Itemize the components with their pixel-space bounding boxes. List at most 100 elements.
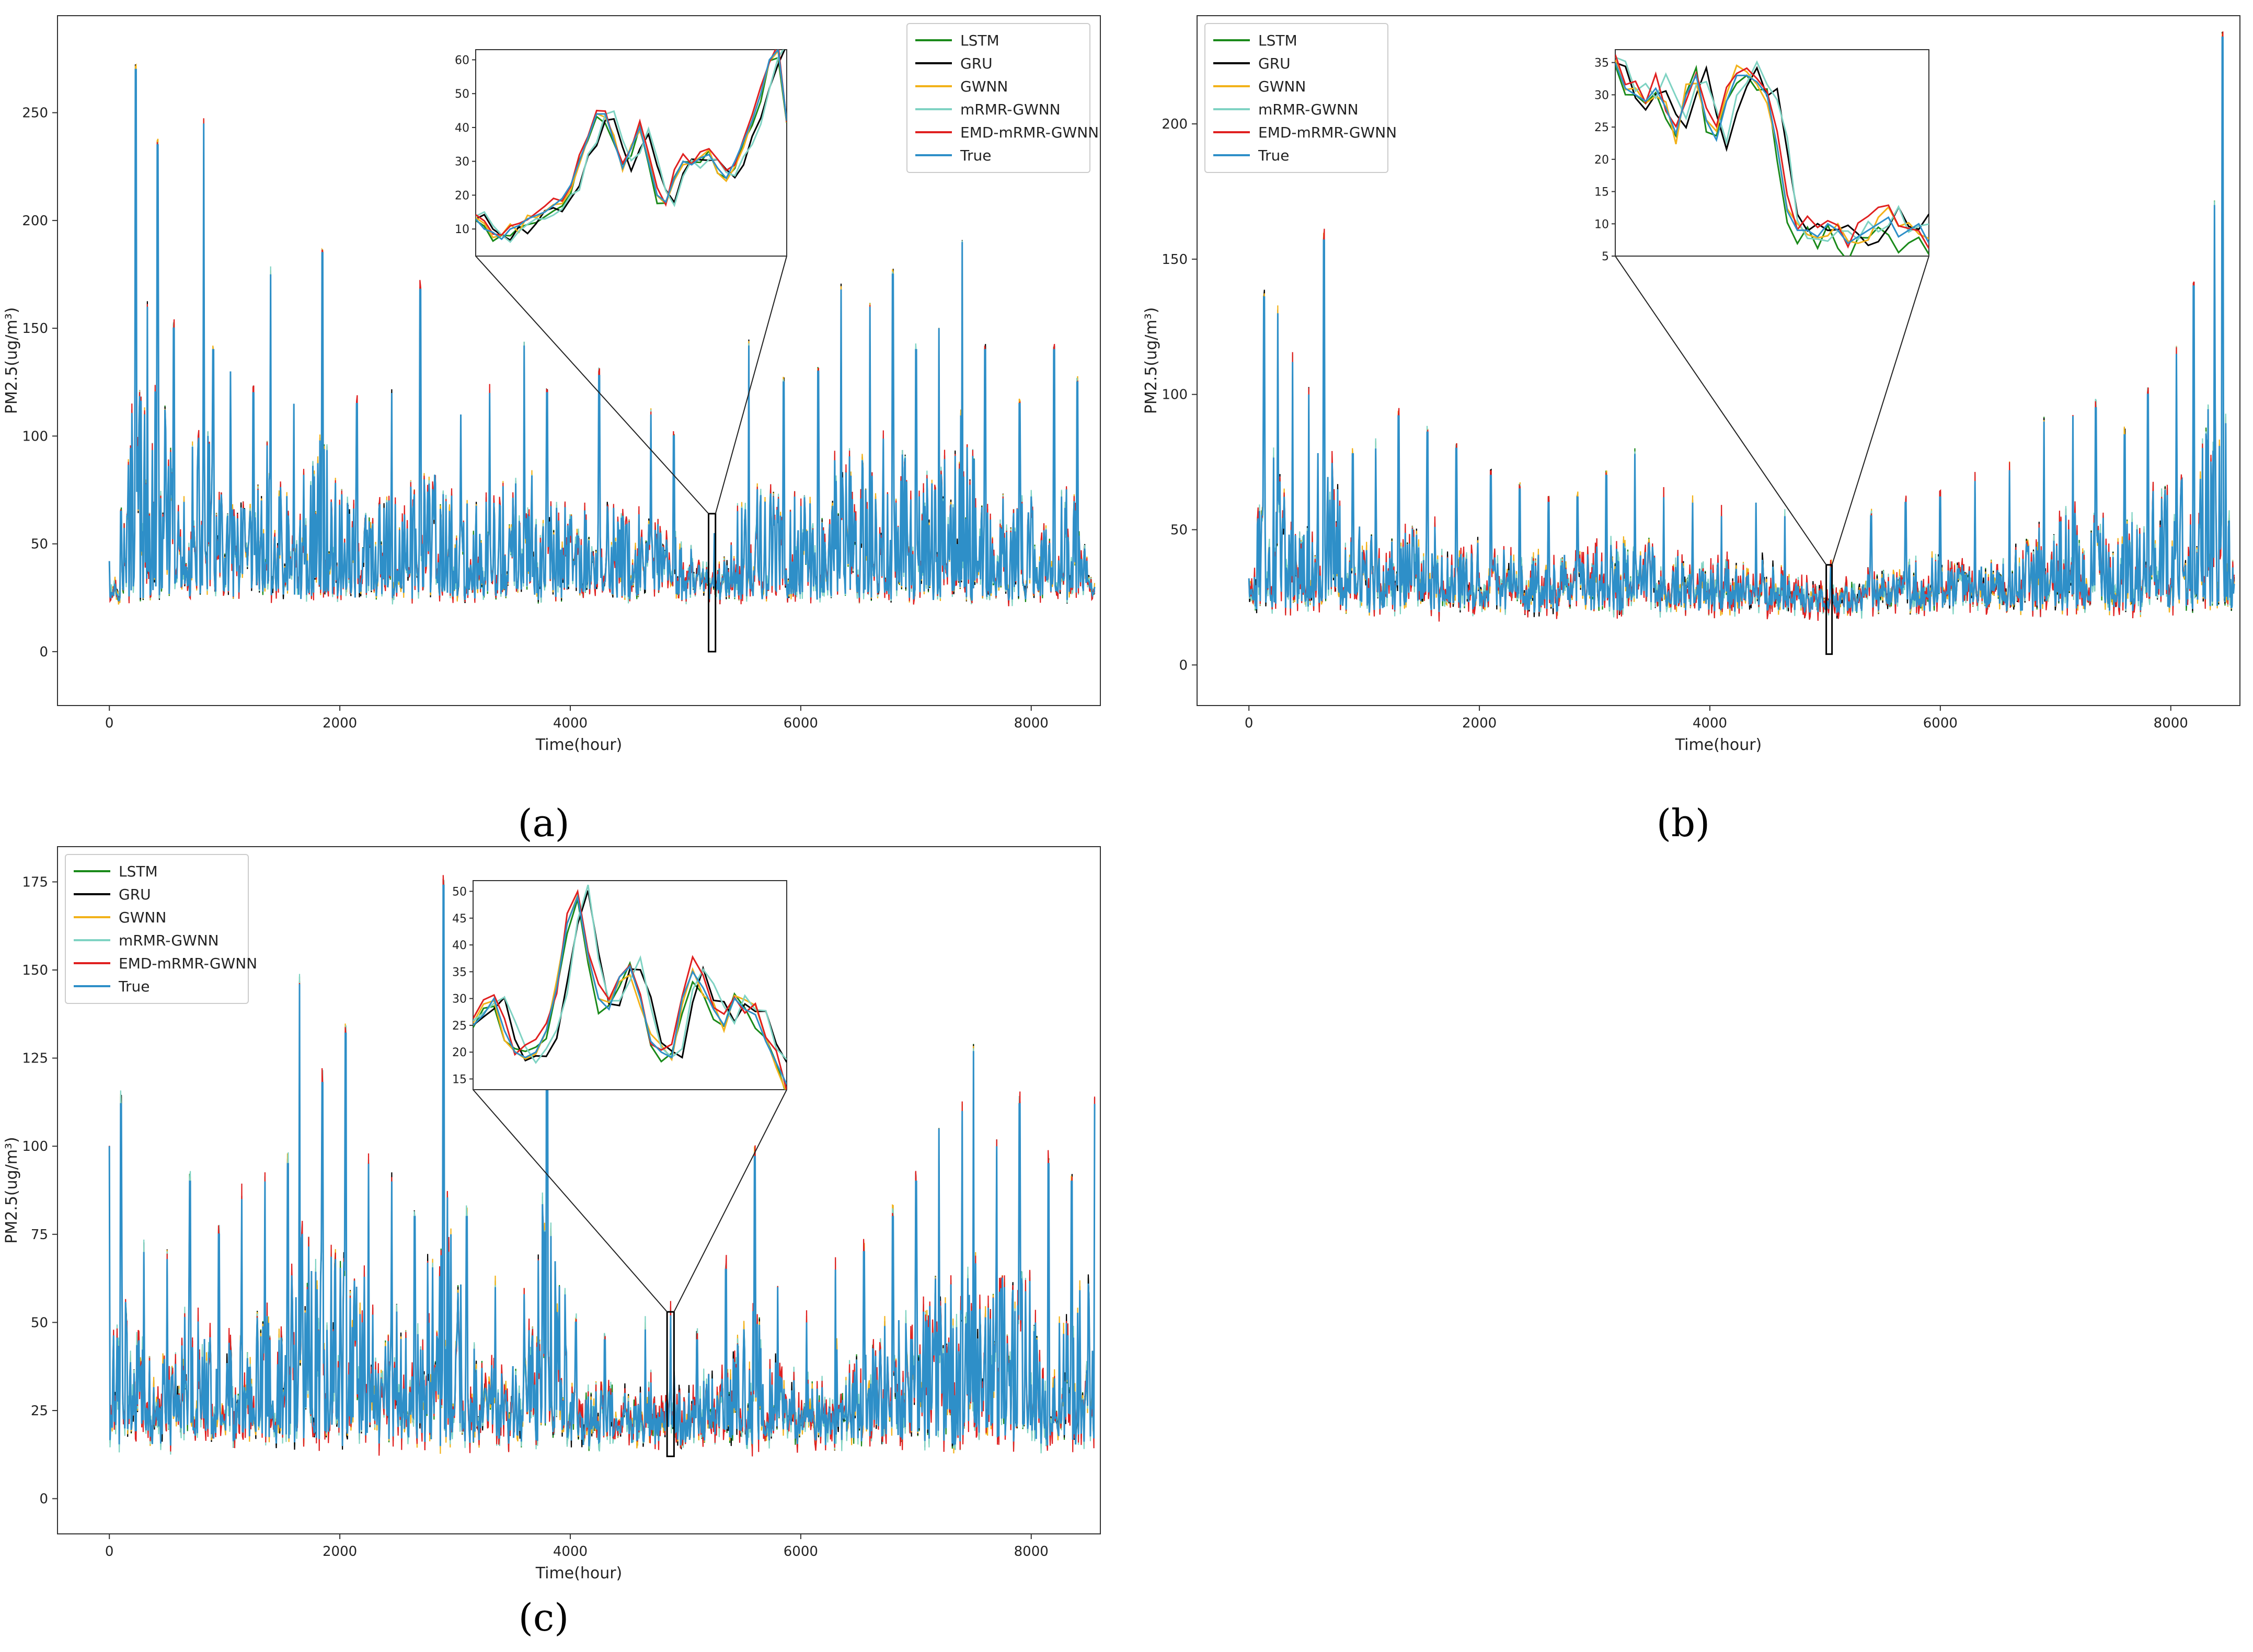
inset-y-tick-label: 20	[455, 189, 469, 202]
inset-line-mrmr-gwnn	[1615, 56, 1929, 242]
inset-y-tick-label: 50	[455, 88, 469, 101]
y-tick-label: 200	[22, 213, 48, 229]
inset-y-tick-label: 25	[452, 1020, 467, 1033]
legend-label: GWNN	[960, 78, 1008, 95]
legend-label: GRU	[1258, 55, 1291, 72]
x-axis-label: Time(hour)	[535, 1564, 623, 1582]
inset-series-group	[473, 884, 787, 1090]
chart-panel-a: 0 2000 4000 6000 8000 0 50 100 150 200 250 Time(hou…	[3, 15, 1101, 754]
plot-frame	[1197, 15, 2240, 706]
legend: LSTM GRU GWNN mRMR-GWNN EMD-mRMR-GWNN True	[906, 23, 1099, 173]
inset-y-tick-label: 10	[1594, 218, 1609, 231]
inset-series-group	[1615, 54, 1929, 256]
y-tick-label: 150	[22, 321, 48, 337]
y-tick-label: 175	[22, 874, 48, 890]
inset-frame	[475, 49, 787, 257]
inset-y-tick-label: 50	[452, 886, 467, 899]
legend-label: EMD-mRMR-GWNN	[1258, 124, 1397, 141]
inset-series-group	[476, 50, 787, 244]
inset-line-gru	[476, 50, 786, 241]
inset-y-tick-label: 40	[455, 122, 469, 135]
y-axis-label: PM2.5(ug/m³)	[3, 307, 21, 414]
inset-y-tick-label: 10	[455, 223, 469, 236]
zoom-connector	[715, 256, 787, 514]
inset-y-tick-label: 30	[1594, 89, 1609, 102]
y-tick-label: 200	[1162, 117, 1188, 132]
inset-y-tick-label: 20	[452, 1046, 467, 1059]
inset-line-true	[473, 894, 787, 1085]
panel-caption: (c)	[519, 1596, 569, 1639]
y-tick-label: 0	[39, 644, 48, 660]
y-tick-label: 100	[1162, 387, 1188, 403]
chart-panel-b: 0 2000 4000 6000 8000 0 50 100 150 200 Time(hour) P…	[1142, 15, 2240, 754]
series-group	[1248, 31, 2235, 622]
y-tick-label: 0	[1179, 657, 1188, 673]
legend-label: EMD-mRMR-GWNN	[960, 124, 1099, 141]
legend-label: GRU	[960, 55, 993, 72]
zoom-connector	[1831, 256, 1929, 565]
y-tick-label: 50	[31, 1315, 48, 1331]
x-tick-label: 6000	[784, 715, 818, 731]
inset-y-tick-label: 40	[452, 939, 467, 952]
y-tick-label: 150	[1162, 252, 1188, 268]
y-tick-label: 100	[22, 1139, 48, 1154]
inset-y-tick-label: 30	[455, 156, 469, 169]
inset-y-tick-label: 15	[452, 1073, 467, 1086]
inset-line-true	[1615, 62, 1929, 245]
inset-line-gwnn	[473, 892, 786, 1090]
inset-y-tick-label: 45	[452, 912, 467, 926]
y-axis-label: PM2.5(ug/m³)	[1142, 307, 1160, 414]
inset-y-tick-label: 35	[452, 966, 467, 979]
inset-line-emd-mrmr-gwnn	[473, 889, 787, 1090]
legend-label: LSTM	[119, 863, 158, 880]
inset-line-gwnn	[476, 50, 787, 239]
legend-label: True	[118, 978, 150, 995]
x-tick-label: 4000	[1693, 715, 1727, 731]
inset-y-tick-label: 30	[452, 993, 467, 1006]
inset-y-tick-label: 20	[1594, 154, 1609, 167]
legend-label: GRU	[119, 886, 151, 903]
legend: LSTM GRU GWNN mRMR-GWNN EMD-mRMR-GWNN True	[1204, 23, 1397, 173]
legend-label: mRMR-GWNN	[1258, 101, 1359, 118]
x-tick-label: 6000	[784, 1544, 818, 1559]
legend-box	[65, 854, 249, 1004]
x-tick-label: 2000	[323, 1544, 357, 1559]
inset-line-mrmr-gwnn	[473, 884, 787, 1065]
y-tick-label: 75	[31, 1227, 48, 1243]
legend-label: True	[960, 147, 991, 164]
legend-label: mRMR-GWNN	[119, 932, 219, 949]
x-tick-label: 4000	[553, 1544, 588, 1559]
y-axis-label: PM2.5(ug/m³)	[3, 1137, 21, 1244]
y-tick-label: 50	[1170, 523, 1188, 538]
chart-panel-c: 0 2000 4000 6000 8000 0 25 50 75 100 125 150 175 Time…	[3, 846, 1101, 1582]
panel-caption: (b)	[1657, 801, 1710, 845]
zoom-connector	[475, 256, 709, 514]
zoom-connector	[473, 1089, 668, 1312]
x-axis-label: Time(hour)	[535, 736, 623, 754]
x-tick-label: 2000	[1462, 715, 1497, 731]
inset-y-tick-label: 5	[1602, 250, 1609, 263]
panel-caption: (a)	[518, 801, 569, 845]
x-tick-label: 8000	[1014, 1544, 1049, 1559]
x-tick-label: 8000	[2154, 715, 2188, 731]
legend-label: True	[1258, 147, 1289, 164]
series-line-true	[108, 884, 1096, 1447]
legend-label: GWNN	[1258, 78, 1306, 95]
x-axis-label: Time(hour)	[1675, 736, 1762, 754]
y-tick-label: 250	[22, 106, 48, 121]
y-tick-label: 50	[31, 537, 48, 552]
plot-frame	[57, 846, 1101, 1534]
x-tick-label: 8000	[1014, 715, 1049, 731]
zoom-window	[666, 1311, 675, 1458]
legend-label: mRMR-GWNN	[960, 101, 1061, 118]
legend-label: EMD-mRMR-GWNN	[119, 955, 257, 972]
inset-y-tick-label: 35	[1594, 57, 1609, 70]
series-group	[108, 875, 1096, 1457]
inset-line-mrmr-gwnn	[476, 50, 785, 244]
y-tick-label: 100	[22, 429, 48, 444]
legend-label: LSTM	[960, 32, 999, 49]
inset-frame	[473, 880, 787, 1090]
inset-line-lstm	[473, 899, 786, 1090]
